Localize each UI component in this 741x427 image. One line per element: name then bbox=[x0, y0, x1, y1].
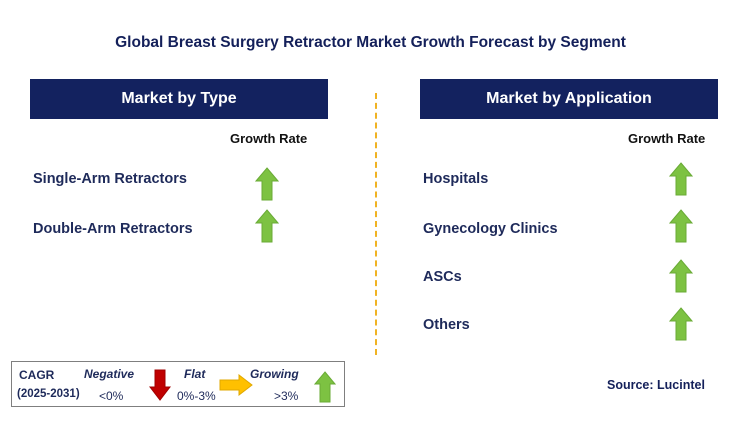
segment-label-gynecology-clinics: Gynecology Clinics bbox=[423, 221, 558, 237]
application-growth-rate-label: Growth Rate bbox=[628, 131, 706, 146]
source-note: Source: Lucintel bbox=[607, 378, 705, 392]
legend-negative-range: <0% bbox=[99, 389, 124, 403]
legend-flat-range: 0%-3% bbox=[177, 389, 216, 403]
segment-label-others: Others bbox=[423, 317, 470, 333]
up-arrow-icon bbox=[255, 209, 279, 243]
segment-label-single-arm: Single-Arm Retractors bbox=[33, 171, 187, 187]
type-growth-rate-label: Growth Rate bbox=[230, 131, 308, 146]
legend-negative-label: Negative bbox=[84, 367, 135, 381]
market-by-type-header: Market by Type bbox=[30, 79, 328, 119]
segment-label-ascs: ASCs bbox=[423, 269, 462, 285]
legend-growing-label: Growing bbox=[250, 367, 299, 381]
segment-label-double-arm: Double-Arm Retractors bbox=[33, 221, 193, 237]
up-arrow-icon bbox=[669, 162, 693, 196]
down-arrow-icon bbox=[149, 369, 171, 401]
panel-divider bbox=[375, 93, 377, 355]
up-arrow-icon bbox=[669, 307, 693, 341]
up-arrow-icon bbox=[255, 167, 279, 201]
right-arrow-icon bbox=[219, 374, 253, 396]
up-arrow-icon bbox=[314, 371, 336, 403]
up-arrow-icon bbox=[669, 209, 693, 243]
segment-label-hospitals: Hospitals bbox=[423, 171, 489, 187]
legend-growing-range: >3% bbox=[274, 389, 299, 403]
legend-cagr-label: CAGR bbox=[19, 368, 55, 382]
cagr-legend: CAGR (2025-2031) Negative <0% Flat 0%-3%… bbox=[11, 361, 345, 407]
page-title: Global Breast Surgery Retractor Market G… bbox=[115, 34, 626, 51]
legend-period: (2025-2031) bbox=[17, 388, 80, 400]
up-arrow-icon bbox=[669, 259, 693, 293]
legend-flat-label: Flat bbox=[184, 367, 206, 381]
market-by-application-header: Market by Application bbox=[420, 79, 718, 119]
